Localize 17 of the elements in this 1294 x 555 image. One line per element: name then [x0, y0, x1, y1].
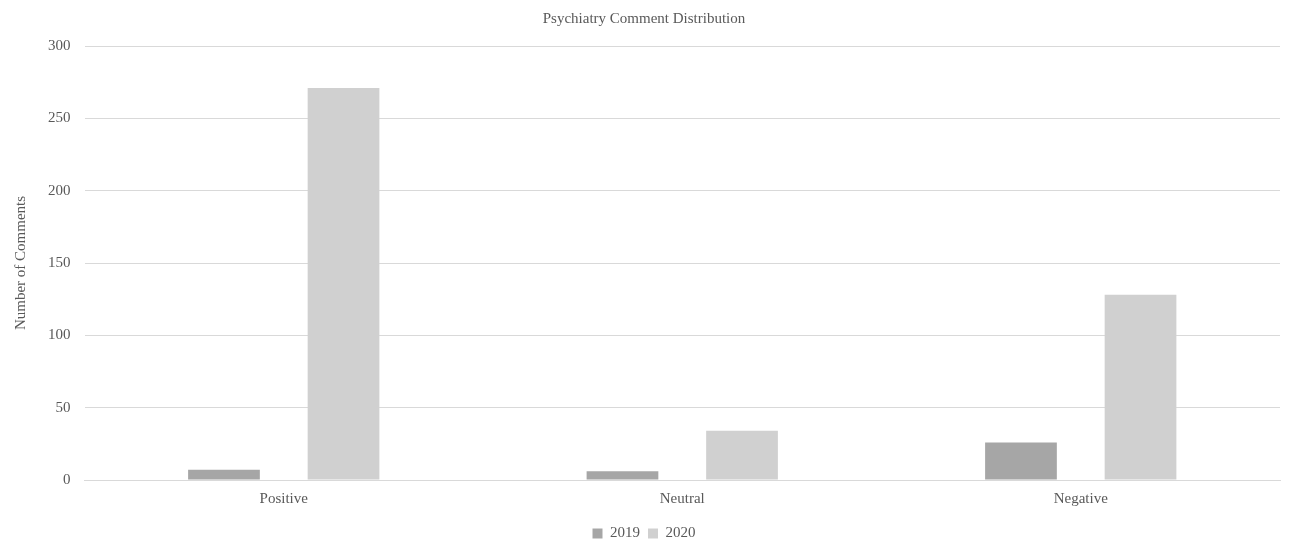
y-axis-title: Number of Comments	[11, 195, 28, 331]
y-tick-label: 100	[48, 326, 71, 343]
y-tick-label: 50	[55, 398, 71, 415]
y-tick-label: 250	[48, 109, 71, 126]
bar	[985, 442, 1057, 480]
bar	[188, 469, 260, 480]
x-tick-label: Positive	[259, 489, 309, 506]
chart-title: Psychiatry Comment Distribution	[542, 9, 746, 26]
bar	[586, 471, 659, 480]
y-tick-label: 0	[63, 470, 71, 487]
legend-label: 2020	[665, 524, 696, 541]
y-tick-label: 200	[48, 181, 71, 198]
y-tick-label: 300	[48, 36, 71, 53]
legend-label: 2019	[610, 524, 640, 541]
x-tick-label: Neutral	[659, 489, 705, 506]
y-tick-label: 150	[48, 253, 71, 270]
x-tick-label: Negative	[1053, 489, 1109, 506]
